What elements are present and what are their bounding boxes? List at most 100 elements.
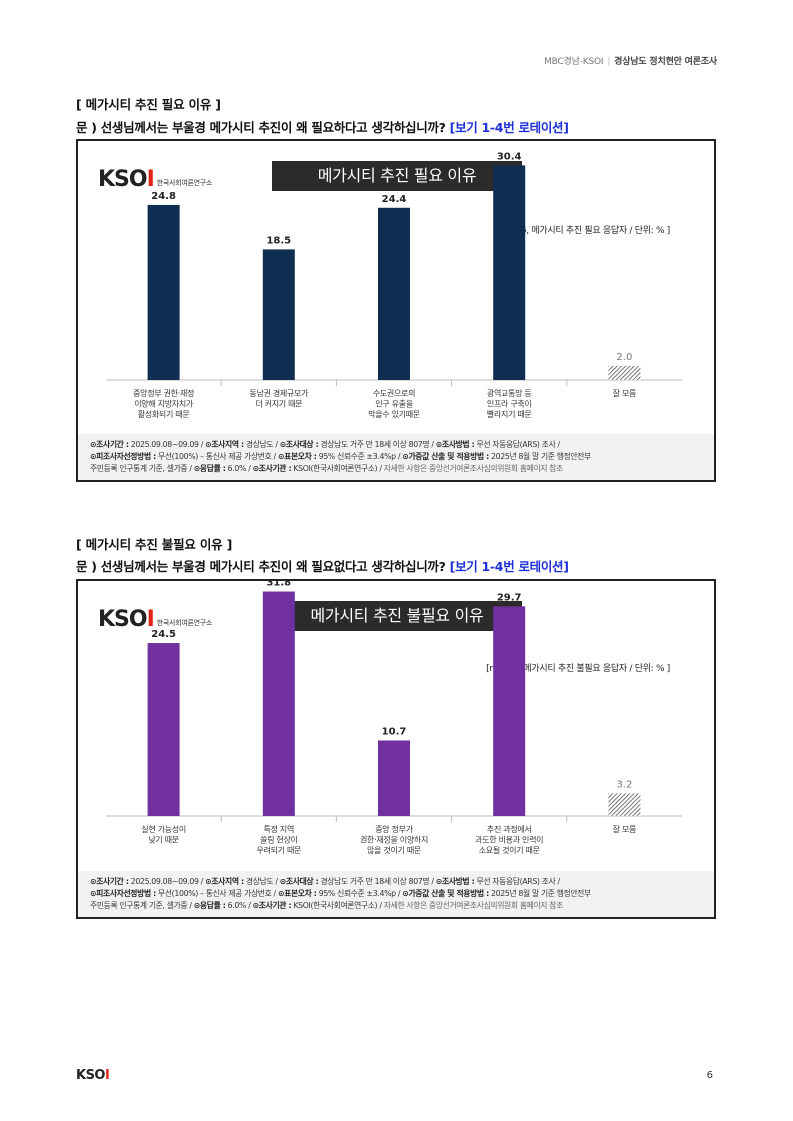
methodology-value: 2025년 8월 말 기준 행정안전부 <box>488 452 591 461</box>
methodology-value: KSOI(한국사회여론연구소) / <box>291 901 384 910</box>
category-label: 잘 모름 <box>613 389 636 398</box>
ksoi-logo-sub: 한국사회여론연구소 <box>156 619 213 627</box>
data-label: 2.0 <box>616 352 632 363</box>
methodology-line: ⊙조사기간 : 2025.09.08~09.09 / ⊙조사지역 : 경상남도 … <box>90 876 704 888</box>
category-label: 중앙 정부가 <box>375 824 413 834</box>
footer-logo: KSOI <box>76 1068 110 1083</box>
methodology: ⊙조사기간 : 2025.09.08~09.09 / ⊙조사지역 : 경상남도 … <box>78 434 714 480</box>
data-label: 29.7 <box>497 592 522 603</box>
category-label: 더 커지기 때문 <box>255 399 302 409</box>
methodology-key: ⊙응답률 : <box>193 901 226 910</box>
methodology-key: ⊙조사기간 : <box>90 440 129 449</box>
methodology-value: 주민등록 인구통계 기준, 셀가중 / <box>90 901 194 910</box>
chart-title: 메가시티 추진 필요 이유 <box>272 161 522 191</box>
methodology-line: ⊙조사기간 : 2025.09.08~09.09 / ⊙조사지역 : 경상남도 … <box>90 439 704 451</box>
section-title: [ 메가시티 추진 필요 이유 ] <box>76 97 221 112</box>
ksoi-logo-sub: 한국사회여론연구소 <box>156 179 213 187</box>
methodology-key: ⊙가중값 산출 및 적용방법 : <box>402 889 489 898</box>
data-label: 24.8 <box>151 191 176 202</box>
data-label: 31.8 <box>266 581 291 589</box>
data-label: 18.5 <box>266 235 291 246</box>
ksoi-logo: KSOI 한국사회여론연구소 <box>98 609 212 631</box>
methodology-value: 경상남도 / <box>243 877 280 886</box>
methodology-value: 경상남도 거주 만 18세 이상 807명 / <box>318 877 436 886</box>
bar <box>378 207 410 380</box>
question-note: [보기 1-4번 로테이션] <box>449 559 569 574</box>
category-label: 인구 유출을 <box>375 399 413 409</box>
category-label: 광역교통망 등 <box>487 388 532 398</box>
methodology-value: KSOI(한국사회여론연구소) / <box>291 464 384 473</box>
category-label: 추진 과정에서 <box>487 824 532 834</box>
methodology-value: 6.0% / <box>225 464 253 473</box>
data-label: 24.4 <box>382 194 407 205</box>
methodology-value: 95% 신뢰수준 ±3.4%p / <box>316 452 403 461</box>
category-label: 낮기 때문 <box>148 835 178 845</box>
bar <box>378 740 410 816</box>
data-label: 30.4 <box>497 151 522 162</box>
category-label: 쏠림 현상이 <box>260 835 298 845</box>
methodology-key: ⊙응답률 : <box>193 464 226 473</box>
methodology-value: 경상남도 거주 만 18세 이상 807명 / <box>318 440 436 449</box>
category-label: 소요될 것이기 때문 <box>479 845 540 855</box>
data-label: 3.2 <box>616 779 632 790</box>
methodology-value: 2025.09.08~09.09 / <box>128 440 206 449</box>
category-label: 우려되기 때문 <box>256 845 301 855</box>
methodology-key: ⊙가중값 산출 및 적용방법 : <box>402 452 489 461</box>
bar <box>608 793 641 816</box>
bar <box>262 591 295 816</box>
methodology-key: ⊙표본오차 : <box>277 452 317 461</box>
category-label: 않을 것이기 때문 <box>367 845 421 855</box>
methodology-line: 주민등록 인구통계 기준, 셀가중 / ⊙응답률 : 6.0% / ⊙조사기관 … <box>90 463 704 475</box>
bar <box>147 204 180 380</box>
methodology-value: 자세한 사항은 중앙선거여론조사심의위원회 홈페이지 참조 <box>383 901 563 910</box>
bar <box>493 165 526 380</box>
bar <box>147 643 180 816</box>
chart-panel: KSOI 한국사회여론연구소 메가시티 추진 필요 이유 [n=416, 메가시… <box>76 139 716 482</box>
methodology-key: ⊙피조사자선정방법 : <box>90 889 156 898</box>
methodology-key: ⊙조사기간 : <box>90 877 129 886</box>
header-title: 경상남도 정치현안 여론조사 <box>614 57 717 67</box>
methodology: ⊙조사기간 : 2025.09.08~09.09 / ⊙조사지역 : 경상남도 … <box>78 871 714 917</box>
methodology-key: ⊙조사방법 : <box>435 877 475 886</box>
ksoi-logo-mark: KSOI <box>98 607 155 632</box>
category-label: 권한·재정을 이양하지 <box>360 835 428 845</box>
bar <box>262 249 295 380</box>
methodology-key: ⊙조사방법 : <box>435 440 475 449</box>
category-label: 수도권으로의 <box>373 388 415 398</box>
methodology-value: 2025년 8월 말 기준 행정안전부 <box>488 889 591 898</box>
chart-panel: KSOI 한국사회여론연구소 메가시티 추진 불필요 이유 [n=188, 메가… <box>76 579 716 919</box>
header-source: MBC경남-KSOI <box>544 57 604 67</box>
methodology-line: ⊙피조사자선정방법 : 무선(100%) – 통신사 제공 가상번호 / ⊙표본… <box>90 451 704 463</box>
category-label: 인프라 구축이 <box>487 399 532 409</box>
question-note: [보기 1-4번 로테이션] <box>449 120 569 135</box>
category-label: 특정 지역 <box>264 824 294 834</box>
methodology-value: 무선(100%) – 통신사 제공 가상번호 / <box>155 889 278 898</box>
category-label: 동남권 경제규모가 <box>249 388 309 398</box>
page-number: 6 <box>706 1070 713 1081</box>
category-label: 과도한 비용과 인력이 <box>475 835 543 845</box>
header-divider: | <box>607 57 611 67</box>
category-label: 잘 모름 <box>613 825 636 834</box>
section-title: [ 메가시티 추진 불필요 이유 ] <box>76 537 233 552</box>
category-label: 막을수 있기때문 <box>368 409 420 419</box>
methodology-key: ⊙조사기관 : <box>252 464 292 473</box>
page-header: MBC경남-KSOI | 경상남도 정치현안 여론조사 <box>544 54 717 67</box>
methodology-key: ⊙조사지역 : <box>205 440 244 449</box>
methodology-value: 무선(100%) – 통신사 제공 가상번호 / <box>155 452 278 461</box>
ksoi-logo: KSOI 한국사회여론연구소 <box>98 169 212 191</box>
methodology-key: ⊙표본오차 : <box>277 889 317 898</box>
category-label: 중앙정부 권한·재정 <box>133 388 194 398</box>
question-text: 문 ) 선생님께서는 부울경 메가시티 추진이 왜 필요없다고 생각하십니까? <box>76 559 446 574</box>
category-label: 활성화되기 때문 <box>138 409 190 419</box>
sample-note: [n=188, 메가시티 추진 불필요 응답자 / 단위: % ] <box>486 664 670 674</box>
methodology-value: 자세한 사항은 중앙선거여론조사심의위원회 홈페이지 참조 <box>383 464 563 473</box>
chart-title: 메가시티 추진 불필요 이유 <box>272 601 522 631</box>
bar <box>493 606 526 816</box>
methodology-key: ⊙조사지역 : <box>205 877 244 886</box>
category-label: 빨라지기 때문 <box>487 409 532 419</box>
methodology-key: ⊙조사기관 : <box>252 901 292 910</box>
methodology-value: 6.0% / <box>225 901 253 910</box>
methodology-line: 주민등록 인구통계 기준, 셀가중 / ⊙응답률 : 6.0% / ⊙조사기관 … <box>90 900 704 912</box>
